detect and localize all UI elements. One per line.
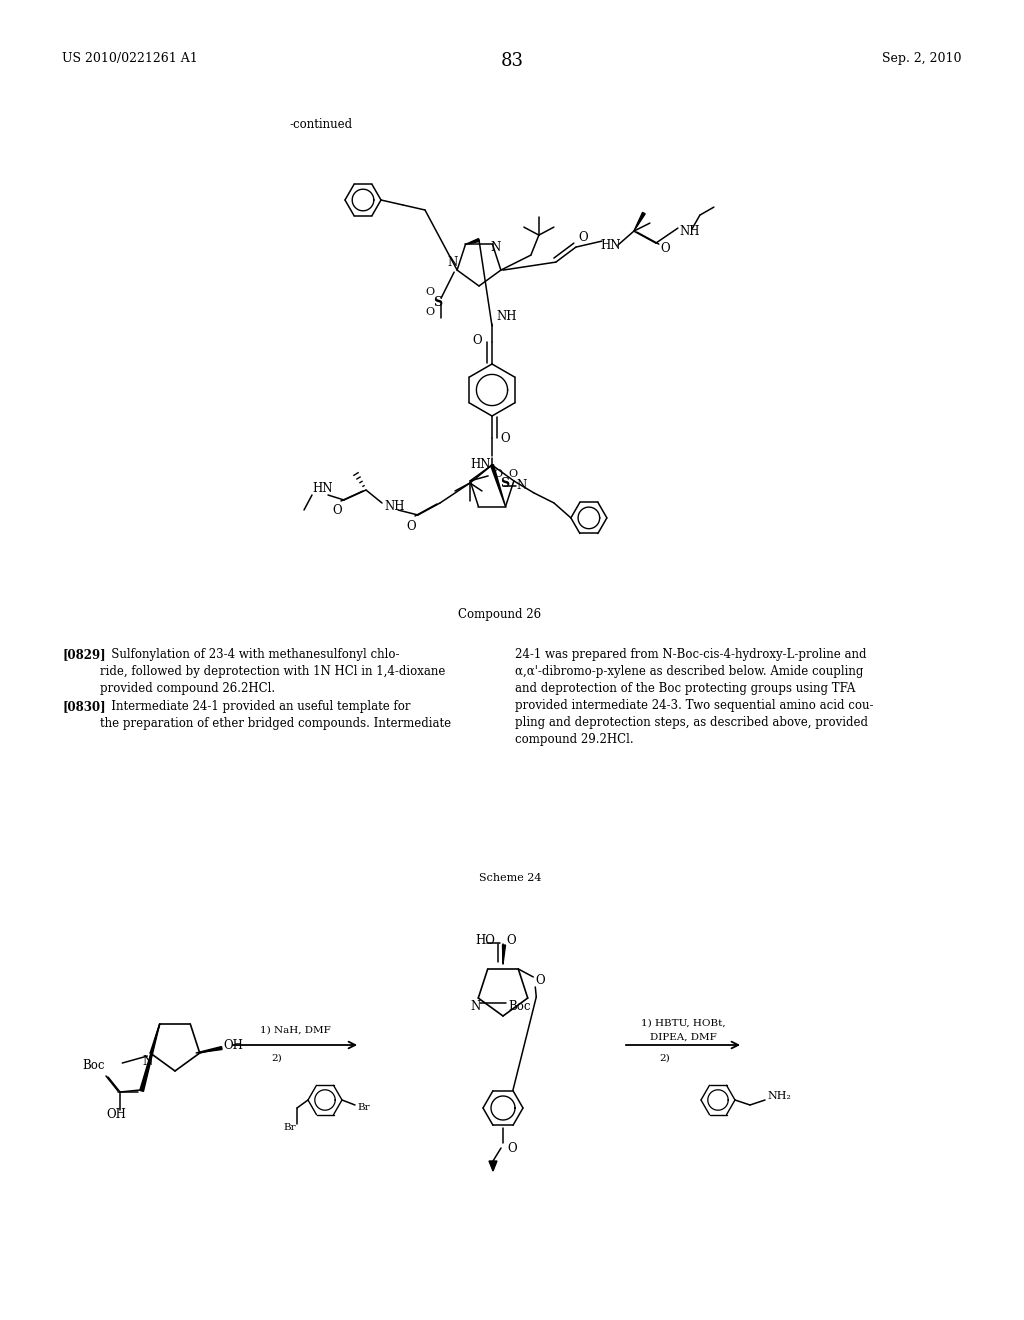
Text: 1) HBTU, HOBt,: 1) HBTU, HOBt, [641,1019,725,1027]
Text: Sulfonylation of 23-4 with methanesulfonyl chlo-
ride, followed by deprotection : Sulfonylation of 23-4 with methanesulfon… [100,648,445,696]
Text: [0830]: [0830] [62,700,105,713]
Text: O: O [536,974,545,987]
Text: N: N [517,479,527,492]
Text: Sep. 2, 2010: Sep. 2, 2010 [883,51,962,65]
Text: Boc: Boc [82,1059,104,1072]
Polygon shape [503,945,506,964]
Text: OH: OH [106,1107,126,1121]
Text: US 2010/0221261 A1: US 2010/0221261 A1 [62,51,198,65]
Text: N: N [470,999,480,1012]
Text: O: O [472,334,481,347]
Text: Intermediate 24-1 provided an useful template for
the preparation of ether bridg: Intermediate 24-1 provided an useful tem… [100,700,452,730]
Polygon shape [490,465,506,507]
Text: O: O [406,520,416,533]
Text: N: N [490,240,501,253]
Text: O: O [494,469,502,479]
Polygon shape [196,1047,222,1053]
Text: O: O [332,503,342,516]
Text: HN: HN [470,458,490,470]
Text: HO: HO [475,935,495,948]
Text: Boc: Boc [508,999,530,1012]
Text: 83: 83 [501,51,523,70]
Text: Compound 26: Compound 26 [459,609,542,620]
Text: N: N [142,1055,153,1068]
Text: 24-1 was prepared from N-Boc-cis-4-hydroxy-L-proline and
α,α'-dibromo-p-xylene a: 24-1 was prepared from N-Boc-cis-4-hydro… [515,648,873,746]
Text: NH₂: NH₂ [767,1092,791,1101]
Text: NH: NH [680,224,700,238]
Text: S: S [433,296,442,309]
Polygon shape [466,239,479,244]
Polygon shape [489,1162,497,1171]
Text: N: N [447,256,458,268]
Text: O: O [579,231,589,244]
Text: 1) NaH, DMF: 1) NaH, DMF [260,1026,331,1035]
Text: DIPEA, DMF: DIPEA, DMF [649,1032,717,1041]
Text: Br: Br [283,1123,296,1133]
Text: O: O [425,288,434,297]
Text: O: O [660,242,671,255]
Text: S: S [500,478,509,491]
Text: [0829]: [0829] [62,648,105,661]
Text: 2): 2) [659,1053,671,1063]
Text: Br: Br [357,1104,370,1113]
Text: HN: HN [600,239,621,252]
Text: Scheme 24: Scheme 24 [479,873,542,883]
Text: O: O [508,469,517,479]
Text: O: O [506,935,516,948]
Text: O: O [425,308,434,317]
Text: NH: NH [384,500,404,513]
Text: OH: OH [223,1039,244,1052]
Text: O: O [507,1142,517,1155]
Polygon shape [634,213,645,231]
Text: -continued: -continued [290,117,353,131]
Text: NH: NH [496,309,516,322]
Polygon shape [140,1024,160,1092]
Text: HN: HN [312,482,333,495]
Text: 2): 2) [271,1053,283,1063]
Text: O: O [500,433,510,446]
